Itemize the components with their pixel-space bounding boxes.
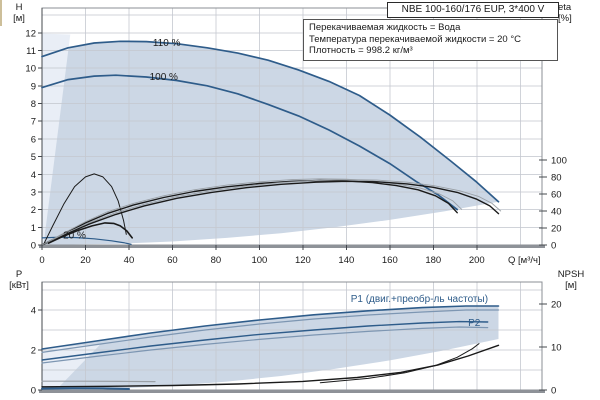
curve-NPSH xyxy=(41,344,500,388)
y-tick-label: 4 xyxy=(31,306,36,317)
head-axis-unit: [м] xyxy=(13,13,25,24)
curve-NPSH-branch xyxy=(319,343,480,384)
y-tick-label: 1 xyxy=(31,223,36,234)
y-tick-label: 2 xyxy=(31,346,36,357)
y-tick-label: 2 xyxy=(31,205,36,216)
x-tick-label: 100 xyxy=(251,255,267,266)
right-tick-label: 60 xyxy=(551,190,562,201)
curve-label: 110 % xyxy=(153,38,181,49)
power-axis-unit: [кВт] xyxy=(9,280,29,291)
x-tick-label: 200 xyxy=(469,255,485,266)
eta-axis-symbol: eta xyxy=(558,2,572,13)
fluid-info-line-3: Плотность = 998.2 кг/м³ xyxy=(309,45,413,56)
right-tick-label: 10 xyxy=(551,343,562,354)
x-axis-unit-label: Q [м³/ч] xyxy=(508,255,541,266)
y-tick-label: 3 xyxy=(31,187,36,198)
y-tick-label: 9 xyxy=(31,81,36,92)
region-low-flow-pale-zone xyxy=(42,344,101,390)
curve-head-110pct xyxy=(41,40,500,203)
x-tick-label: 60 xyxy=(167,255,178,266)
y-tick-label: 7 xyxy=(31,117,36,128)
x-tick-label: 180 xyxy=(425,255,441,266)
fluid-info-box: Перекачиваемая жидкость = Вода Температу… xyxy=(303,19,558,61)
curve-eta-110pct xyxy=(41,180,500,246)
y-tick-label: 5 xyxy=(31,152,36,163)
right-tick-label: 40 xyxy=(551,207,562,218)
curve-head-100pct xyxy=(41,74,459,211)
power-axis-title: P [кВт] xyxy=(0,269,38,291)
y-tick-label: 8 xyxy=(31,99,36,110)
eta-axis-title: eta [%] xyxy=(558,2,598,24)
x-tick-label: 40 xyxy=(124,255,135,266)
npsh-axis-title: NPSH [м] xyxy=(548,269,594,291)
x-tick-label: 20 xyxy=(80,255,91,266)
x-tick-label: 160 xyxy=(382,255,398,266)
right-tick-label: 20 xyxy=(551,300,562,311)
curve-label: 20 % xyxy=(63,230,86,241)
fluid-info-line-1: Перекачиваемая жидкость = Вода xyxy=(309,22,461,33)
right-tick-label: 0 xyxy=(551,386,556,397)
region-operating-envelope xyxy=(42,41,499,245)
right-tick-label: 0 xyxy=(551,241,556,252)
power-axis-symbol: P xyxy=(15,269,23,280)
npsh-axis-symbol: NPSH xyxy=(557,269,585,280)
head-axis-symbol: H xyxy=(15,2,23,13)
npsh-axis-unit: [м] xyxy=(565,280,577,291)
y-tick-label: 11 xyxy=(26,46,36,57)
x-tick-label: 80 xyxy=(211,255,222,266)
curve-low-speed-arc-small xyxy=(47,222,133,244)
right-tick-label: 20 xyxy=(551,224,562,235)
curve-P2 xyxy=(41,320,489,361)
y-tick-label: 0 xyxy=(31,241,36,252)
curve-label: 100 % xyxy=(150,72,178,83)
window-edge-artifact xyxy=(0,0,2,26)
y-tick-label: 6 xyxy=(31,134,36,145)
curve-eta-100pct-thin xyxy=(41,178,463,246)
x-tick-label: 140 xyxy=(338,255,354,266)
curve-eta-110pct-thin xyxy=(41,179,502,246)
x-tick-label: 0 xyxy=(39,255,44,266)
curve-label: P2 xyxy=(468,318,481,329)
curve-P1-thin xyxy=(41,309,500,353)
curve-P2-thin xyxy=(41,326,489,364)
right-tick-label: 80 xyxy=(551,173,562,184)
curve-eta-100pct xyxy=(41,179,458,246)
curve-label: P1 (двиг.+преобр-ль частоты) xyxy=(351,293,488,305)
region-power-envelope xyxy=(42,306,499,390)
curve-P1-with-vfd xyxy=(41,305,500,350)
eta-axis-unit: [%] xyxy=(558,13,572,24)
y-tick-label: 10 xyxy=(25,64,36,75)
x-tick-label: 120 xyxy=(295,255,311,266)
head-axis-title: H [м] xyxy=(2,2,36,24)
curve-low-speed-arc-tall xyxy=(43,173,127,244)
y-tick-label: 4 xyxy=(31,170,36,181)
fluid-info-line-2: Температура перекачиваемой жидкости = 20… xyxy=(309,33,521,45)
right-tick-label: 100 xyxy=(551,156,567,167)
pump-model-title: NBE 100-160/176 EUP, 3*400 V xyxy=(387,2,559,18)
y-tick-label: 0 xyxy=(31,386,36,397)
y-tick-label: 12 xyxy=(25,28,36,39)
curve-P-20pct xyxy=(41,387,130,390)
